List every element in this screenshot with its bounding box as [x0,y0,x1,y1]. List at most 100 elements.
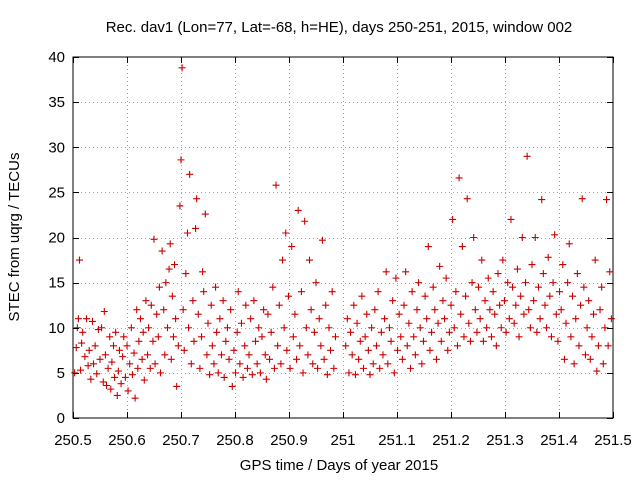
data-point [140,376,148,384]
data-point [203,351,211,359]
y-tick-label: 0 [57,410,65,427]
data-point [523,152,531,160]
data-point [476,315,484,323]
data-point [187,360,195,368]
data-point [131,394,139,402]
data-point [189,297,197,305]
data-point [206,371,214,379]
data-point [306,256,314,264]
data-point [119,353,127,361]
x-tick-label: 251.5 [594,432,632,449]
data-point [253,360,261,368]
x-tick-labels: 250.5 250.6 250.7 250.8 250.9 251 251.1 251.2 25… [54,432,632,449]
data-point [478,256,486,264]
data-point [569,292,576,300]
data-point [445,328,453,336]
data-point [77,366,85,374]
data-point [470,234,478,241]
data-point [606,268,614,276]
data-point [583,324,591,332]
data-point [465,319,473,327]
data-point [450,324,458,332]
data-point [513,265,521,273]
data-point [73,324,81,332]
data-point [366,371,374,379]
data-point [106,333,114,341]
data-point [429,283,437,291]
data-point [133,306,141,314]
data-point [270,364,278,372]
data-point [418,360,426,368]
data-point [250,297,258,305]
data-point [302,324,310,332]
data-point [71,369,79,377]
data-point [390,369,398,377]
data-point [517,292,525,300]
data-point [161,351,169,359]
data-point [304,351,312,359]
data-point [577,301,585,309]
data-point [590,310,598,318]
data-point [145,324,153,332]
data-point [130,349,138,357]
data-point [212,283,220,291]
data-point [112,328,120,336]
data-point [554,337,562,345]
data-point [424,243,432,251]
data-point [185,324,193,332]
data-point [102,382,110,390]
data-point [371,306,379,314]
data-point [237,319,245,327]
data-point [603,196,611,204]
data-point [331,333,339,341]
data-point [196,364,204,372]
data-point [539,270,547,278]
data-point [247,315,255,323]
data-point [183,229,191,237]
data-point [104,364,112,372]
chart-title: Rec. dav1 (Lon=77, Lat=-68, h=HE), days … [106,19,573,36]
data-point [382,268,390,276]
data-point [114,367,122,375]
data-point [534,283,542,291]
data-point [93,370,101,378]
data-point [343,315,351,323]
data-point [301,217,309,225]
data-point [489,288,497,296]
data-point [407,364,414,372]
data-point [236,360,244,368]
data-point [173,382,181,390]
data-point [342,342,350,350]
data-point [544,253,552,261]
data-point [75,256,83,264]
data-point [241,342,249,350]
data-point [79,328,87,336]
data-point [293,355,301,363]
data-point [269,283,277,291]
data-point [419,337,427,345]
data-point [387,337,395,345]
data-point [488,333,495,341]
data-point [385,324,393,332]
data-point [389,297,397,305]
data-point [361,333,369,341]
data-point [200,288,208,296]
data-point [601,324,609,332]
data-point [546,292,554,300]
x-tick-label: 251.4 [540,432,578,449]
data-point [458,243,466,251]
data-point [323,371,331,379]
data-point [607,315,615,323]
data-point [434,319,442,327]
data-point [289,333,297,341]
data-point [564,279,572,287]
data-point [216,315,224,323]
data-point [557,306,565,314]
data-point [127,324,135,332]
data-point [222,337,230,345]
data-point [328,288,336,296]
data-point [423,315,431,323]
data-point [147,301,155,309]
x-tick-label: 250.8 [216,432,254,449]
data-point [256,369,264,377]
